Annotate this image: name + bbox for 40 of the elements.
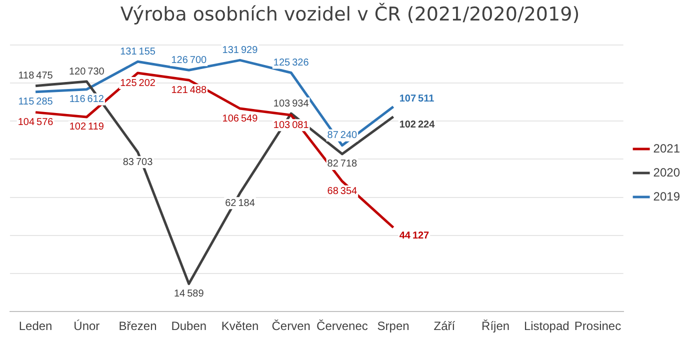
data-label: 87 240 (327, 130, 358, 142)
chart-title: Výroba osobních vozidel v ČR (2021/2020/2019) (120, 2, 580, 26)
data-label: 62 184 (225, 198, 256, 209)
data-label: 103 934 (273, 98, 310, 110)
x-tick-label: Červen (272, 319, 310, 334)
x-tick-label: Březen (118, 319, 157, 334)
data-label: 115 285 (18, 96, 54, 108)
data-label: 106 549 (222, 113, 258, 124)
x-tick-label: Únor (74, 319, 100, 334)
data-label: 121 488 (171, 84, 208, 96)
legend-label: 2019 (653, 189, 680, 204)
data-label: 14 589 (174, 288, 204, 300)
data-label: 102 119 (69, 122, 104, 133)
data-label: 125 326 (273, 58, 310, 69)
data-label: 44 127 (399, 230, 430, 242)
x-tick-label: Říjen (482, 319, 510, 334)
data-label: 82 718 (327, 158, 358, 170)
x-tick-label: Duben (171, 319, 207, 334)
data-label: 125 202 (120, 78, 156, 89)
legend-label: 2021 (653, 141, 680, 156)
x-tick-label: Srpen (377, 319, 410, 334)
data-label: 107 511 (399, 93, 435, 104)
data-label: 116 612 (69, 94, 104, 106)
x-tick-label: Červenec (316, 319, 368, 334)
x-tick-label: Září (434, 319, 456, 334)
x-tick-label: Prosinec (574, 319, 622, 334)
data-label: 68 354 (327, 186, 358, 198)
data-label: 131 929 (222, 44, 258, 56)
legend-label: 2020 (653, 165, 680, 180)
data-label: 131 155 (120, 46, 156, 58)
data-label: 103 081 (273, 120, 310, 131)
data-label: 126 700 (171, 54, 208, 66)
x-tick-label: Listopad (524, 319, 570, 334)
x-tick-label: Leden (18, 319, 52, 334)
data-label: 102 224 (399, 120, 436, 131)
data-label: 104 576 (18, 117, 54, 128)
data-label: 118 475 (18, 70, 54, 82)
data-label: 83 703 (122, 156, 154, 168)
data-label: 120 730 (68, 66, 105, 78)
x-tick-label: Květen (221, 319, 259, 334)
